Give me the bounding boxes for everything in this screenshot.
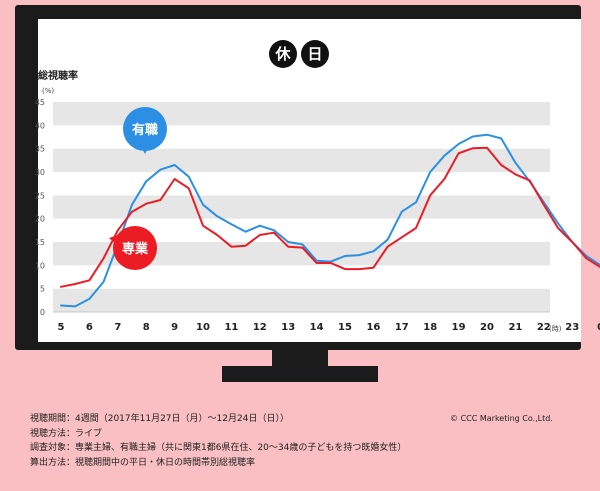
y-tick-label: 20 [35,215,45,224]
x-tick-label: 7 [114,322,121,333]
x-tick-label: 21 [508,322,522,333]
y-tick-label: 10 [35,261,45,270]
callout-series-2-label: 専業 [122,241,149,257]
title-char-1: 休 [274,45,291,63]
x-tick-label: 0 [597,322,600,333]
x-axis-unit: (時) [549,325,562,333]
y-tick-label: 5 [40,285,45,294]
x-tick-label: 17 [395,322,409,333]
x-tick-label: 12 [253,322,267,333]
y-tick-label: 45 [35,98,45,107]
x-tick-label: 19 [452,322,466,333]
series-lines [60,133,600,308]
grid-bands [53,102,550,313]
note-line-subject: 調査対象：専業主婦、有職主婦（共に関東1都6県在住、20～34歳の子どもを持つ既… [30,443,407,453]
y-axis-unit: (%) [42,87,54,95]
note-line-period: 視聴期間：4週間（2017年11月27日（月）～12月24日（日）） [30,414,289,424]
note-line-method: 視聴方法：ライブ [30,428,103,439]
x-tick-label: 18 [423,322,437,333]
copyright: © CCC Marketing Co.,Ltd. [450,414,553,423]
y-tick-label: 40 [35,121,45,130]
callout-series-1-label: 有職 [132,122,158,138]
x-tick-label: 16 [366,322,380,333]
series-line-2 [60,146,600,288]
x-tick-label: 22 [537,322,551,333]
x-tick-label: 6 [86,322,93,333]
y-axis-label: 総視聴率 [38,69,78,82]
grid-band [53,288,550,312]
grid-band [53,102,550,126]
x-tick-label: 20 [480,322,494,333]
tv-stand-foot [222,366,378,382]
x-tick-label: 13 [281,322,295,333]
x-tick-label: 5 [58,322,65,333]
note-line-calc: 算出方法：視聴期間中の平日・休日の時間帯別総視聴率 [30,457,256,468]
y-tick-labels: 0 5 10 15 20 25 30 35 40 45 [35,98,45,317]
series-line-1 [60,133,600,308]
y-tick-label: 25 [35,191,45,200]
y-tick-label: 35 [35,145,45,154]
x-tick-label: 8 [143,322,150,333]
grid-band [53,195,550,219]
grid-band [53,148,550,172]
survey-notes: 視聴期間：4週間（2017年11月27日（月）～12月24日（日）） 視聴方法：… [30,412,406,470]
title-badge: 休 日 [269,40,329,68]
y-tick-label: 15 [35,238,45,247]
grid-band [53,172,550,196]
tv-stand-neck [272,350,328,366]
title-char-2: 日 [307,45,322,63]
x-tick-label: 23 [565,322,579,333]
grid-band [53,265,550,289]
y-tick-label: 0 [40,308,45,317]
x-tick-label: 9 [171,322,178,333]
x-tick-labels: 56789101112131415161718192021222301234 [58,322,600,333]
callout-series-1: 有職 [123,107,167,154]
grid-band [53,242,550,266]
x-tick-label: 14 [310,322,324,333]
x-tick-label: 15 [338,322,352,333]
x-tick-label: 10 [196,322,210,333]
callout-series-2: 専業 [109,226,157,270]
x-tick-label: 11 [224,322,238,333]
grid-band [53,125,550,149]
y-tick-label: 30 [35,168,45,177]
grid-band [53,218,550,242]
